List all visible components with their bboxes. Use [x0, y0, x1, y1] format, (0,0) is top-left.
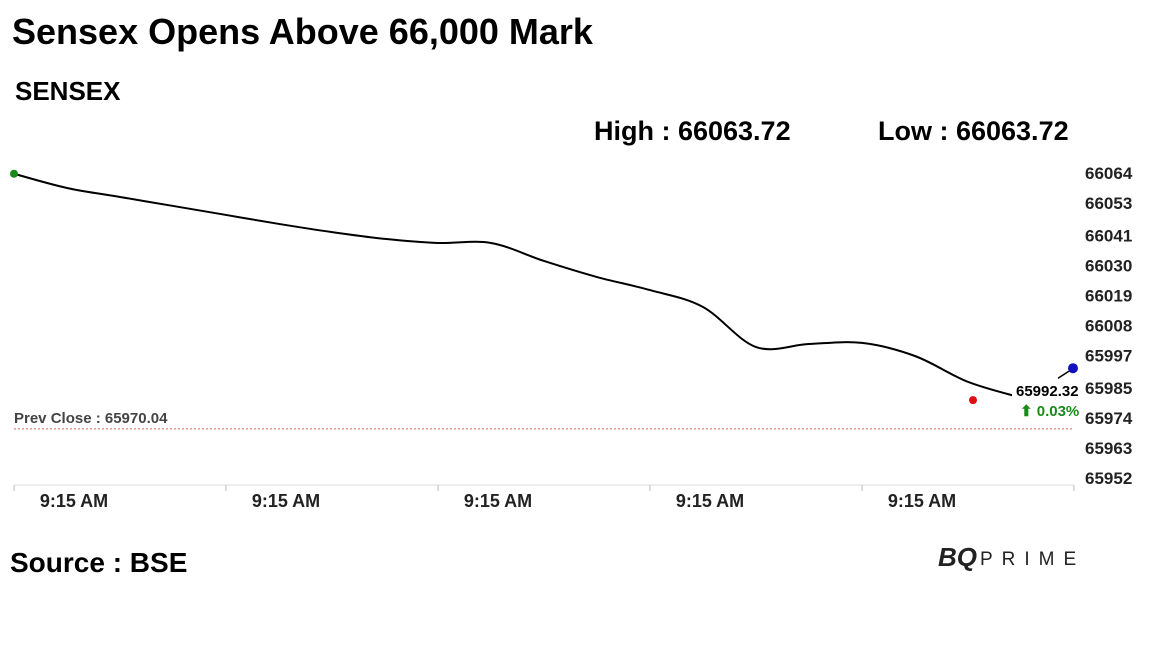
y-tick-label: 66008 [1085, 317, 1132, 336]
y-tick-label: 65963 [1085, 439, 1132, 458]
last-point [1068, 363, 1078, 374]
logo-text: PRIME [980, 549, 1085, 570]
last-label: 65992.32 [1016, 383, 1079, 400]
change-label: ⬆ 0.03% [1020, 403, 1079, 420]
y-tick-label: 66030 [1085, 257, 1132, 276]
series-line [13, 172, 1022, 399]
x-tick-label: 9:15 AM [676, 491, 744, 511]
y-tick-label: 66019 [1085, 287, 1132, 306]
x-tick-label: 9:15 AM [40, 491, 108, 511]
high-label: High : 66063.72 [594, 116, 791, 146]
x-tick-label: 9:15 AM [252, 491, 320, 511]
chart-subtitle: SENSEX [15, 76, 121, 106]
x-tick-label: 9:15 AM [464, 491, 532, 511]
x-tick-label: 9:15 AM [888, 491, 956, 511]
y-tick-label: 65952 [1085, 469, 1132, 488]
source: Source : BSE [10, 547, 187, 578]
y-tick-label: 65974 [1085, 409, 1133, 428]
prev-close-label: Prev Close : 65970.04 [14, 410, 168, 427]
start-point [10, 169, 18, 178]
low-label: Low : 66063.72 [878, 116, 1069, 146]
y-tick-label: 66041 [1085, 227, 1132, 246]
y-tick-label: 66053 [1085, 194, 1132, 213]
y-tick-label: 65997 [1085, 346, 1132, 365]
change-bg [1016, 402, 1076, 421]
chart-title: Sensex Opens Above 66,000 Mark [12, 11, 594, 52]
marker-point [969, 396, 977, 405]
last-label-bg [1012, 381, 1076, 400]
y-tick-label: 66064 [1085, 164, 1133, 183]
y-tick-label: 65985 [1085, 379, 1132, 398]
logo-mark: BQ [938, 542, 977, 572]
